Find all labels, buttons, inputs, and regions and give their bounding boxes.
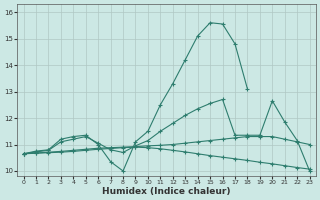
X-axis label: Humidex (Indice chaleur): Humidex (Indice chaleur) <box>102 187 231 196</box>
